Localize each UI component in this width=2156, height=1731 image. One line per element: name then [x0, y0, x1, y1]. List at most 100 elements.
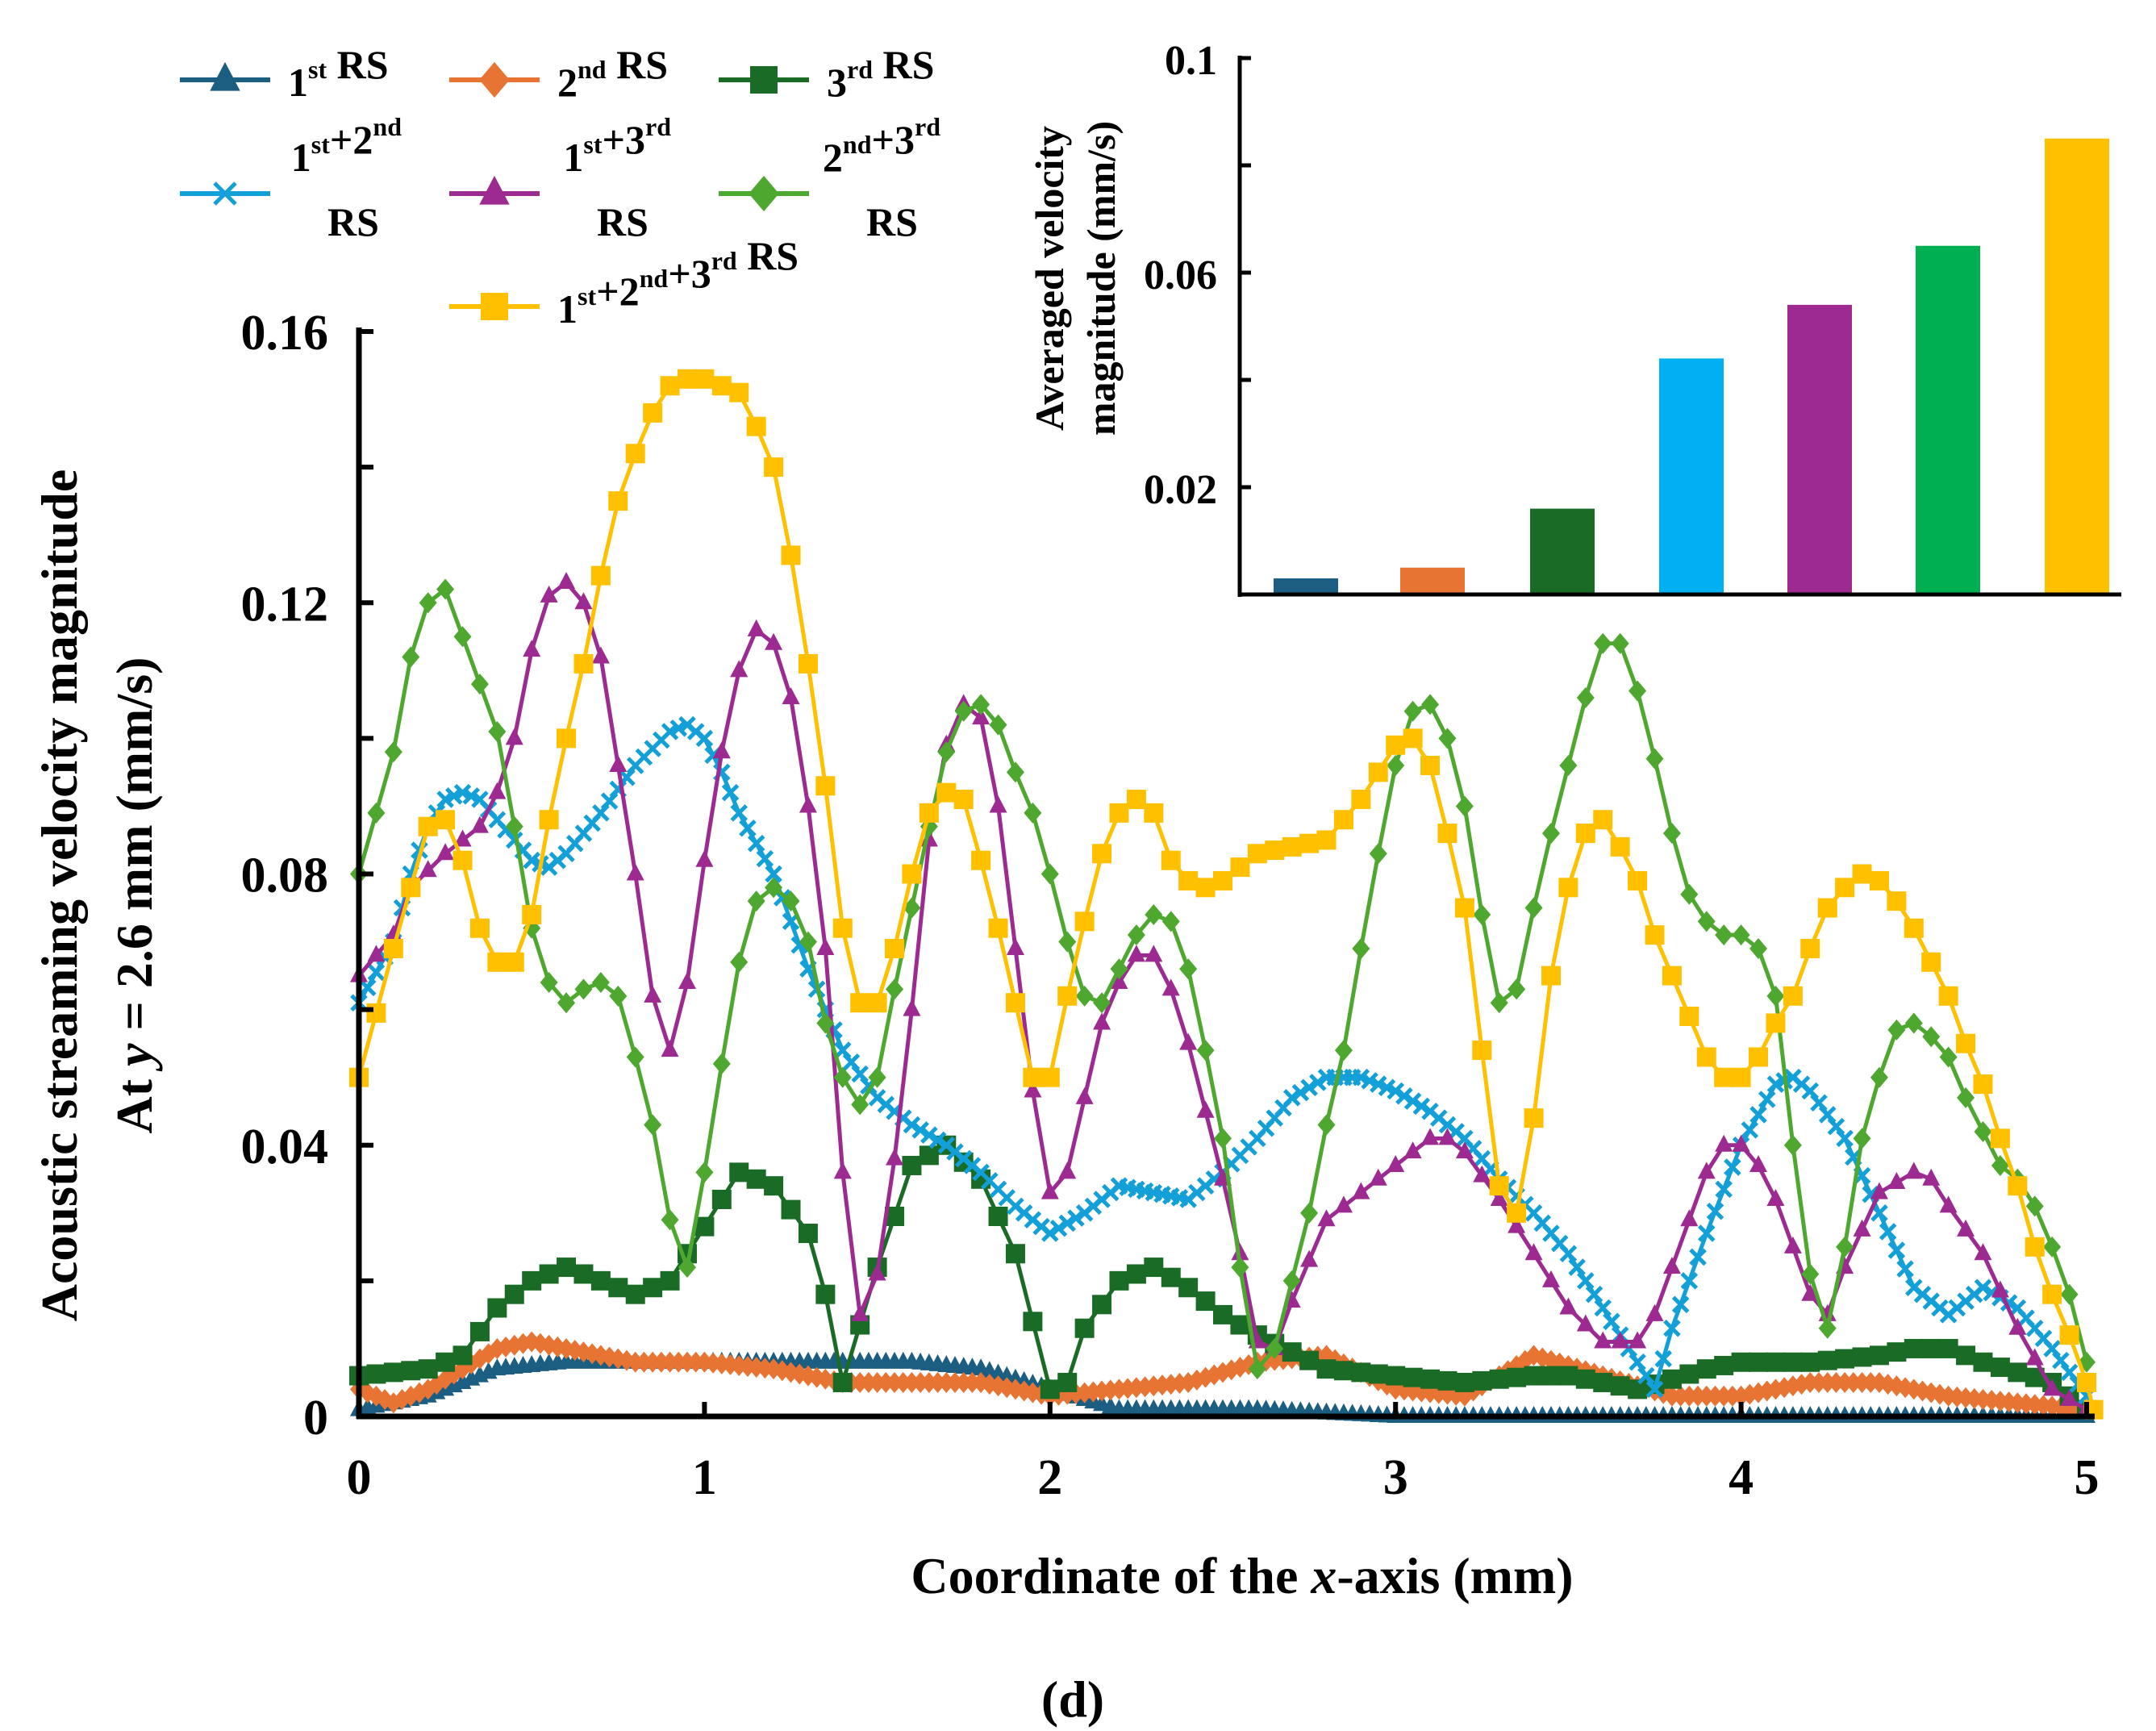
- triangle-marker: [1801, 1283, 1820, 1301]
- diamond-marker: [1421, 694, 1440, 715]
- cross-marker: [747, 834, 765, 853]
- square-marker: [522, 904, 542, 924]
- legend-item: 1st RS: [180, 42, 389, 105]
- triangle-marker: [1369, 1168, 1387, 1186]
- square-marker: [1575, 824, 1595, 844]
- cross-marker: [1715, 1180, 1733, 1199]
- square-marker: [1472, 1370, 1492, 1391]
- cross-marker: [1671, 1295, 1690, 1314]
- square-marker: [1679, 1364, 1699, 1384]
- square-marker: [1316, 1359, 1337, 1379]
- cross-marker: [1741, 1121, 1759, 1139]
- square-marker: [1299, 833, 1320, 853]
- y-tick-label: 0.12: [241, 577, 329, 632]
- diamond-marker: [1594, 632, 1612, 654]
- square-marker: [1817, 1350, 1837, 1370]
- diamond-marker: [1870, 1066, 1888, 1088]
- diamond-marker: [1559, 755, 1578, 776]
- triangle-marker: [1957, 1219, 1975, 1237]
- diamond-marker: [384, 741, 402, 763]
- square-marker: [1074, 1318, 1095, 1338]
- square-marker: [1230, 857, 1250, 878]
- square-marker: [1420, 756, 1441, 775]
- diamond-marker: [1853, 1128, 1871, 1149]
- triangle-marker: [1680, 1209, 1699, 1227]
- triangle-marker: [1145, 945, 1163, 962]
- inset-y-axis-label-line2: magnitude (mm/s): [1078, 121, 1124, 436]
- diamond-marker: [1334, 1040, 1353, 1062]
- square-marker: [1040, 1067, 1060, 1087]
- diamond-marker: [1974, 1120, 1992, 1142]
- triangle-marker: [1231, 1243, 1249, 1261]
- square-marker: [1575, 1369, 1595, 1389]
- diamond-marker: [1783, 1134, 1802, 1156]
- triangle-marker: [1490, 1189, 1508, 1206]
- diamond-marker: [591, 972, 610, 993]
- cross-marker: [1058, 1214, 1076, 1233]
- diamond-marker: [989, 714, 1007, 736]
- square-marker: [1973, 1352, 1993, 1372]
- diamond-marker: [1645, 748, 1664, 770]
- square-marker: [1766, 1013, 1786, 1033]
- x-tick-label: 0: [347, 1450, 372, 1505]
- cross-marker: [1879, 1223, 1897, 1241]
- square-marker: [539, 810, 559, 830]
- diamond-marker: [644, 1114, 662, 1136]
- legend-item: 1st+2nd RS: [180, 112, 402, 244]
- triangle-marker: [1127, 945, 1145, 962]
- cross-marker: [730, 804, 749, 822]
- square-marker: [1783, 1352, 1803, 1372]
- y-axis-label-line2: At y = 2.6 mm (mm/s): [106, 657, 163, 1134]
- square-marker: [729, 382, 749, 403]
- diamond-marker: [868, 1066, 886, 1088]
- triangle-marker: [1179, 1032, 1198, 1050]
- diamond-marker: [1715, 924, 1733, 946]
- diamond-marker: [1628, 680, 1647, 702]
- triangle-marker: [868, 1263, 886, 1281]
- diamond-marker: [1352, 937, 1370, 959]
- cross-marker: [1300, 1078, 1318, 1097]
- square-marker: [953, 790, 974, 810]
- diamond-marker: [1490, 992, 1508, 1014]
- square-marker: [625, 444, 645, 464]
- cross-marker: [1309, 1074, 1327, 1091]
- square-marker: [1420, 1369, 1441, 1389]
- triangle-marker: [1749, 1154, 1768, 1172]
- square-marker: [729, 1162, 749, 1183]
- triangle-marker: [523, 640, 541, 657]
- diamond-marker: [2060, 1283, 2079, 1305]
- bar-1st-2nd-rs: [1659, 358, 1724, 594]
- square-marker: [746, 416, 766, 436]
- cross-marker: [1403, 1092, 1422, 1110]
- square-marker: [1662, 1369, 1682, 1389]
- square-marker: [469, 1321, 490, 1341]
- legend-label-line2: RS: [327, 199, 379, 244]
- triangle-marker: [644, 985, 662, 1003]
- square-marker: [2008, 1176, 2028, 1196]
- square-marker: [590, 1270, 611, 1291]
- triangle-marker: [747, 619, 765, 636]
- diamond-marker: [1455, 795, 1474, 817]
- cross-marker: [1395, 1087, 1413, 1105]
- cross-marker: [1291, 1083, 1310, 1102]
- cross-marker: [1801, 1082, 1820, 1100]
- triangle-marker: [1732, 1134, 1750, 1152]
- diamond-marker: [1058, 931, 1077, 953]
- square-marker: [504, 1284, 524, 1304]
- diamond-marker: [1904, 1012, 1923, 1034]
- square-marker: [764, 457, 784, 478]
- square-marker: [1023, 1067, 1043, 1087]
- square-marker: [2077, 1372, 2096, 1392]
- diamond-marker: [1473, 903, 1491, 925]
- legend-label-line1: 1st+2nd: [291, 112, 402, 180]
- triangle-marker: [1715, 1134, 1733, 1152]
- triangle-marker: [1991, 1280, 2009, 1298]
- square-marker: [815, 1284, 836, 1304]
- cross-marker: [1603, 1312, 1620, 1331]
- square-marker: [1437, 1370, 1457, 1391]
- cross-marker: [2060, 1363, 2079, 1382]
- square-marker: [1195, 1291, 1216, 1312]
- triangle-marker: [712, 741, 731, 759]
- bar-2nd-3rd-rs: [1916, 245, 1980, 594]
- triangle-marker: [1040, 1182, 1059, 1199]
